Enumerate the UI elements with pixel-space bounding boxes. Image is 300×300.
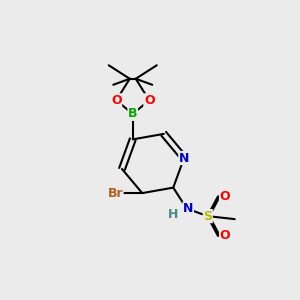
Text: O: O xyxy=(111,94,122,107)
Text: B: B xyxy=(128,107,137,120)
Text: O: O xyxy=(144,94,154,107)
Text: O: O xyxy=(220,229,230,242)
Text: O: O xyxy=(220,190,230,203)
Text: N: N xyxy=(183,202,194,215)
Text: S: S xyxy=(203,210,212,223)
Text: H: H xyxy=(168,208,178,220)
Text: Br: Br xyxy=(107,187,123,200)
Text: N: N xyxy=(179,152,189,164)
